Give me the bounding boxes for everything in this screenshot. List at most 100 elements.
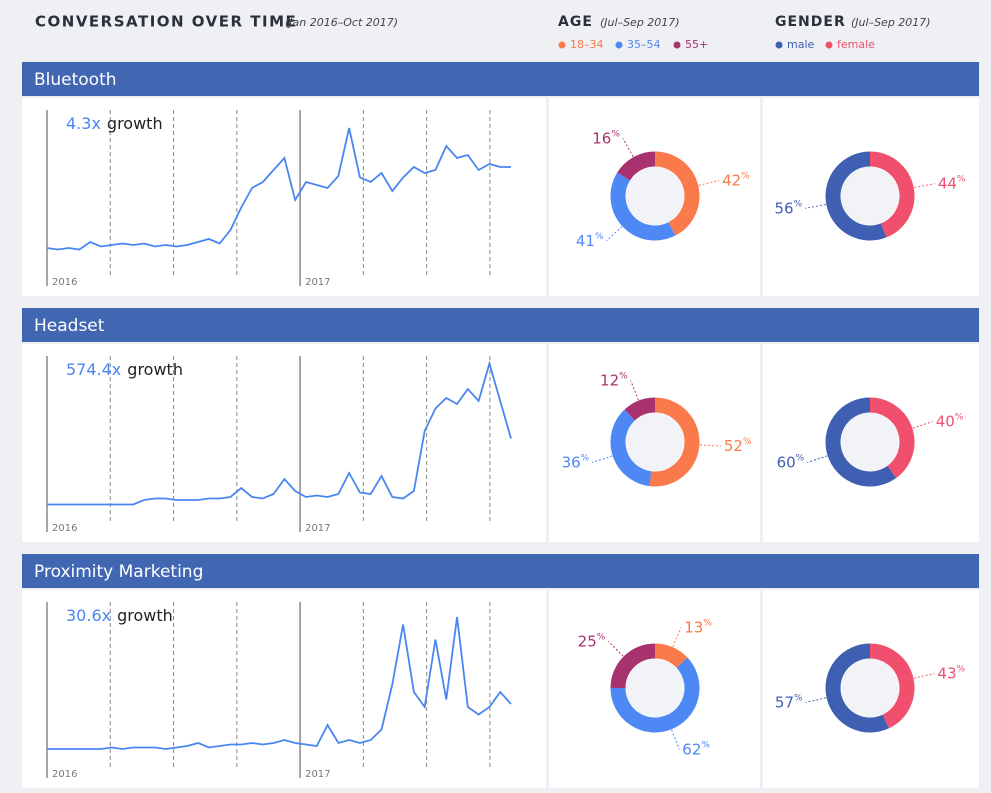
leader-line (606, 226, 623, 242)
percent-value: 25 (578, 632, 597, 650)
gender-period: (Jul–Sep 2017) (851, 16, 931, 29)
donut-segment (654, 151, 700, 236)
growth-label: 30.6x growth (66, 606, 173, 625)
percent-value: 36 (562, 453, 581, 471)
year-label: 2016 (52, 277, 77, 288)
panel-header (22, 62, 979, 96)
percent-value: 62 (682, 740, 701, 758)
donut-hole (841, 659, 899, 717)
donut-segment (610, 643, 656, 689)
donut-label: 62% (682, 740, 710, 758)
panel-header (22, 308, 979, 342)
legend-dot (615, 41, 623, 49)
leader-line (912, 421, 933, 429)
percent-value: 44 (938, 174, 957, 192)
donut-label: 42% (722, 171, 750, 189)
percent-value: 42 (722, 171, 741, 189)
donut-label: 57% (775, 693, 803, 711)
donut-hole (626, 413, 684, 471)
percent-unit: % (611, 129, 620, 139)
donut-hole (626, 167, 684, 225)
donut-label: 43% (937, 664, 965, 682)
donut-segment (649, 397, 700, 487)
percent-unit: % (597, 632, 606, 642)
percent-value: 41 (576, 231, 595, 249)
donut-segment (869, 643, 915, 729)
leader-line (630, 380, 639, 401)
donut-segment (610, 409, 652, 487)
percent-unit: % (581, 453, 590, 463)
donut-label: 40% (936, 412, 964, 430)
donut-segment (869, 397, 915, 478)
trend-line (47, 360, 512, 506)
donut-label: 25% (578, 632, 606, 650)
donut-label: 12% (600, 371, 628, 389)
legend-dot (558, 41, 566, 49)
trend-line (46, 127, 511, 251)
leader-line (805, 203, 826, 209)
percent-unit: % (957, 664, 966, 674)
percent-unit: % (794, 693, 803, 703)
chart-card (22, 98, 546, 296)
percent-value: 16 (592, 129, 611, 147)
legend-label: 35–54 (627, 38, 661, 51)
legend-dot (673, 41, 681, 49)
year-label: 2017 (305, 277, 330, 288)
percent-unit: % (703, 618, 712, 628)
percent-unit: % (619, 371, 628, 381)
percent-unit: % (955, 412, 964, 422)
donut-segment (610, 657, 700, 733)
subtitle: (Jan 2016–Oct 2017) (285, 16, 398, 29)
donut-label: 16% (592, 129, 620, 147)
percent-value: 12 (600, 371, 619, 389)
title: CONVERSATION OVER TIME (35, 13, 297, 31)
leader-line (672, 627, 682, 647)
percent-unit: % (794, 199, 803, 209)
growth-word: growth (127, 360, 183, 379)
panel-title: Bluetooth (34, 70, 117, 90)
percent-unit: % (743, 437, 752, 447)
percent-value: 52 (724, 437, 743, 455)
growth-value: 4.3x (66, 114, 101, 133)
legend-label: 55+ (685, 38, 708, 51)
donut-label: 13% (684, 618, 712, 636)
gender-title: GENDER (775, 14, 846, 30)
leader-line (607, 640, 624, 657)
leader-line (807, 455, 828, 463)
growth-value: 574.4x (66, 360, 121, 379)
legend-label: 18–34 (570, 38, 604, 51)
donut-segment (624, 397, 656, 421)
donut-segment (825, 151, 887, 241)
donut-label: 44% (938, 174, 966, 192)
percent-unit: % (957, 174, 966, 184)
percent-value: 57 (775, 693, 794, 711)
leader-line (699, 444, 721, 447)
donut-label: 41% (576, 231, 604, 249)
leader-line (913, 673, 935, 679)
donut-label: 60% (777, 453, 805, 471)
age-title: AGE (558, 14, 593, 30)
donut-hole (841, 413, 899, 471)
percent-value: 40 (936, 412, 955, 430)
percent-unit: % (595, 231, 604, 241)
growth-value: 30.6x (66, 606, 111, 625)
year-label: 2016 (52, 523, 77, 534)
panel-header (22, 554, 979, 588)
legend-dot (825, 41, 833, 49)
donut-label: 56% (775, 199, 803, 217)
donut-segment (825, 643, 889, 733)
donut-segment (869, 151, 915, 238)
donut-hole (626, 659, 684, 717)
percent-value: 43 (937, 664, 956, 682)
legend-dot (775, 41, 783, 49)
growth-label: 574.4x growth (66, 360, 183, 379)
percent-value: 56 (775, 199, 794, 217)
donut-label: 36% (562, 453, 590, 471)
percent-unit: % (701, 740, 710, 750)
donut-segment (617, 151, 656, 181)
chart-card (22, 344, 546, 542)
leader-line (671, 729, 680, 750)
donut-label: 52% (724, 437, 752, 455)
